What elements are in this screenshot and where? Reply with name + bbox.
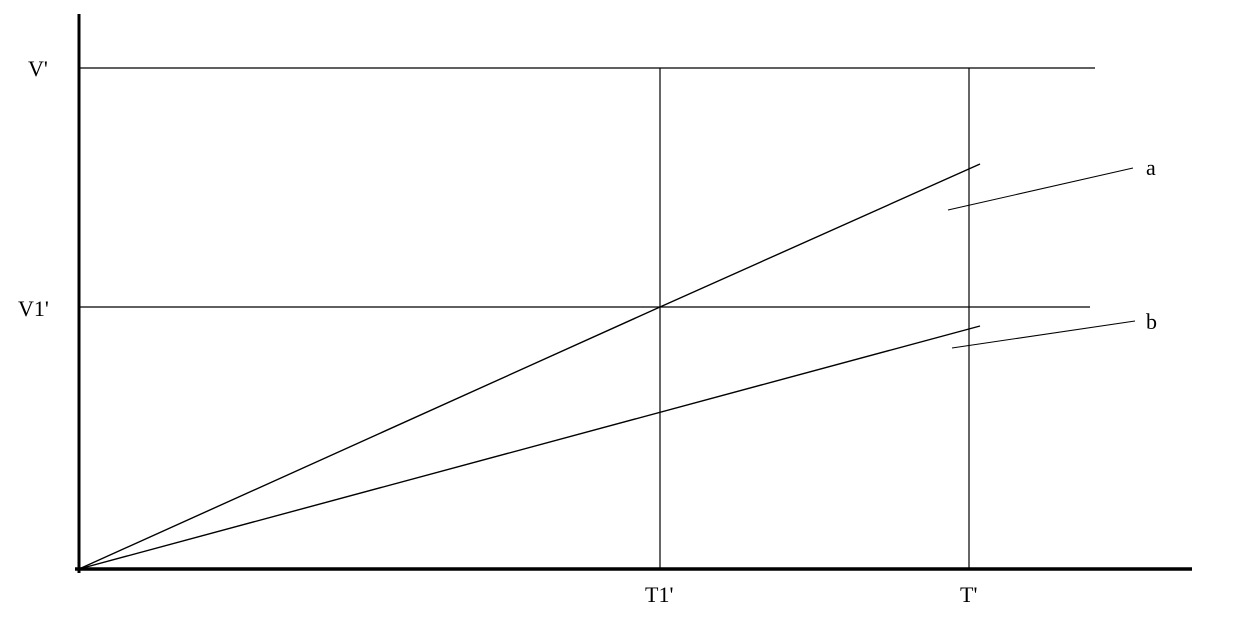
series-b-line (79, 326, 980, 569)
label-series-b: b (1146, 309, 1157, 335)
label-t1-prime: T1' (645, 582, 673, 608)
series-b-leader (952, 321, 1135, 348)
series-a-leader (948, 168, 1133, 210)
label-v-prime: V' (28, 56, 48, 82)
label-t-prime: T' (960, 582, 977, 608)
series-a-line (79, 164, 980, 569)
chart-svg (0, 0, 1240, 638)
label-v1-prime: V1' (18, 296, 49, 322)
chart-area: V' V1' T1' T' a b (0, 0, 1240, 638)
label-series-a: a (1146, 155, 1156, 181)
